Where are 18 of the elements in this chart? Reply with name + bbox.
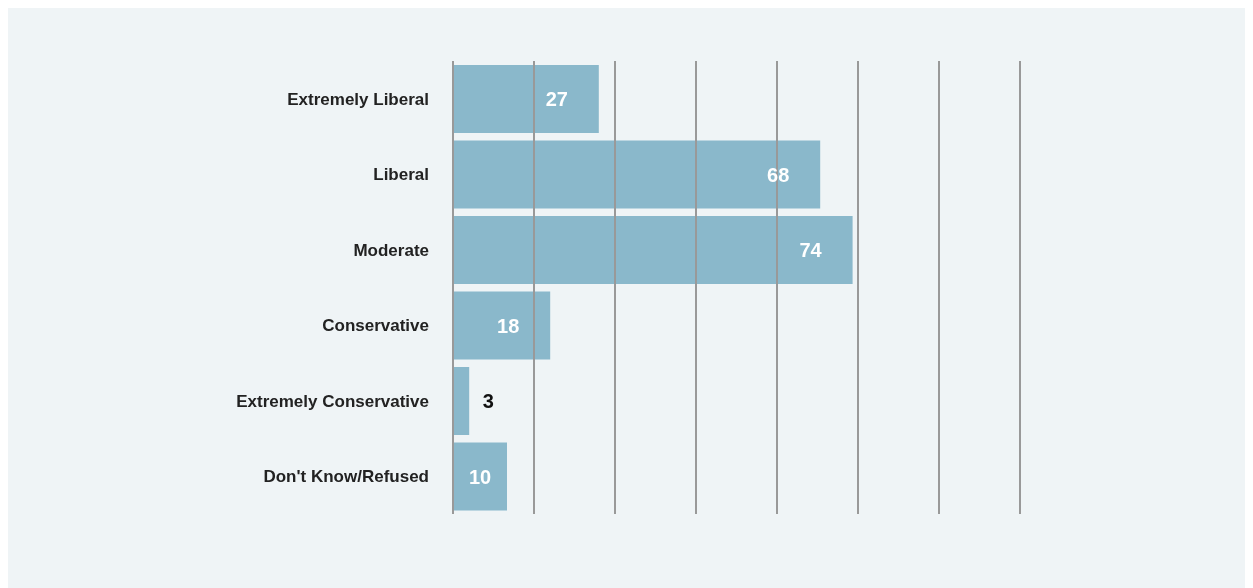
data-label: 27 [545, 88, 568, 110]
y-tick-label: Liberal [373, 165, 429, 185]
data-label: 68 [767, 163, 790, 186]
bar [453, 442, 507, 511]
bar [453, 291, 551, 360]
y-tick-label: Don't Know/Refused [263, 467, 429, 487]
data-label: 74 [799, 239, 823, 261]
data-label: 10 [468, 465, 492, 488]
y-tick-label: Extremely Conservative [236, 391, 429, 411]
data-label: 18 [497, 314, 520, 337]
bar [453, 367, 470, 435]
bar [453, 140, 821, 209]
bar [453, 216, 853, 284]
y-tick-label: Moderate [353, 240, 429, 260]
y-tick-label: Extremely Liberal [287, 89, 429, 109]
data-label: 3 [482, 390, 494, 412]
y-tick-label: Conservative [322, 316, 429, 336]
bar [453, 65, 599, 133]
